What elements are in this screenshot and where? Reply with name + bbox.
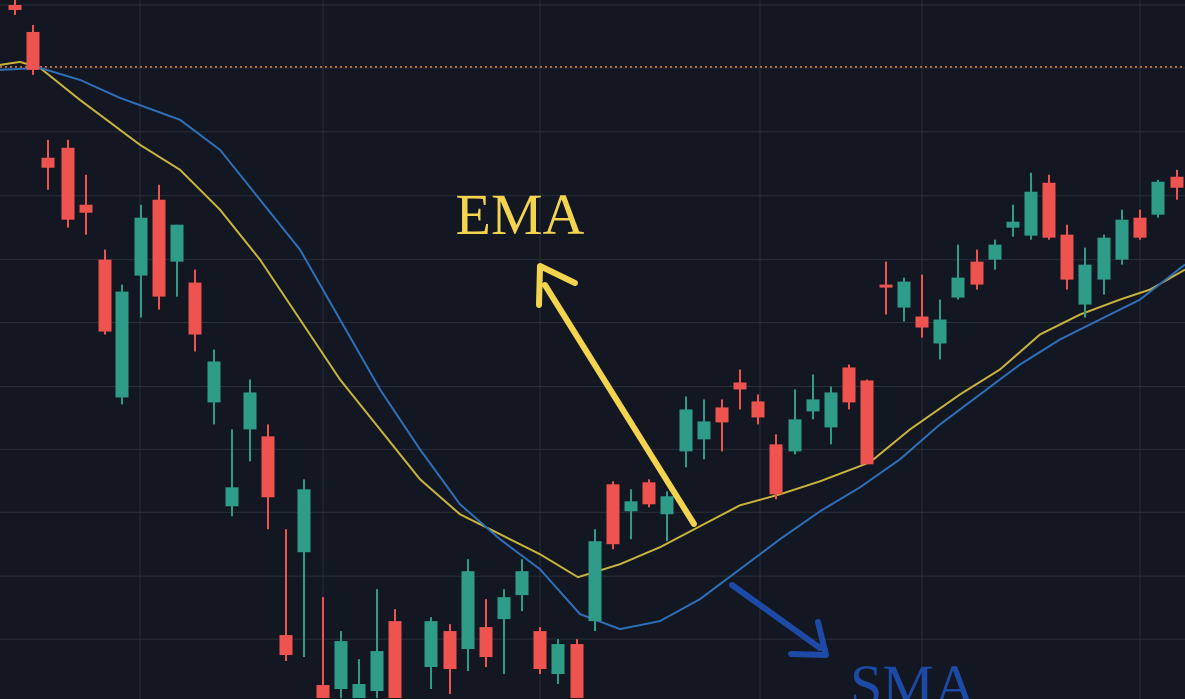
arrow-shaft — [542, 282, 697, 527]
candle-body — [115, 291, 129, 398]
candle-body — [1170, 176, 1184, 188]
moving-averages — [0, 60, 1185, 631]
candle-body — [642, 482, 656, 505]
candle-body — [988, 244, 1002, 260]
candle-body — [1097, 237, 1111, 280]
candle-body — [515, 571, 529, 596]
candle-body — [606, 484, 620, 545]
candle-body — [588, 541, 602, 622]
sma-arrow — [729, 582, 829, 658]
arrow-shaft — [729, 582, 823, 651]
candle-body — [461, 571, 475, 650]
candle-body — [1151, 181, 1165, 215]
candle-body — [279, 635, 293, 656]
candle-body — [570, 644, 584, 699]
sma-label: SMA — [850, 653, 976, 699]
candles — [8, 0, 1184, 699]
candle-body — [170, 224, 184, 262]
candle-body — [479, 627, 493, 658]
candle-body — [152, 199, 166, 297]
candle-body — [970, 261, 984, 285]
candle-body — [679, 409, 693, 452]
candle-body — [715, 407, 729, 423]
candle-body — [842, 367, 856, 403]
candle-body — [8, 4, 22, 10]
candle-body — [225, 487, 239, 507]
candle-body — [1060, 234, 1074, 280]
candle-body — [497, 597, 511, 620]
candle-body — [26, 31, 40, 70]
candle-body — [370, 651, 384, 692]
ema-label: EMA — [456, 182, 585, 247]
candle-body — [243, 392, 257, 430]
candle-body — [1115, 219, 1129, 260]
candle-body — [1078, 264, 1092, 305]
candle-body — [443, 631, 457, 670]
candle-body — [98, 259, 112, 332]
candle-body — [751, 401, 765, 418]
candle-body — [1042, 182, 1056, 238]
candle-body — [788, 419, 802, 452]
candle-body — [424, 621, 438, 668]
candle-body — [316, 685, 330, 699]
candle-body — [933, 319, 947, 344]
candle-body — [860, 380, 874, 465]
candle-body — [551, 644, 565, 675]
candle-body — [261, 436, 275, 498]
candle-body — [297, 489, 311, 553]
candle-body — [624, 501, 638, 512]
candle-body — [334, 641, 348, 690]
candle-body — [951, 277, 965, 298]
candle-body — [61, 147, 75, 220]
candle-body — [188, 282, 202, 335]
candle-body — [824, 392, 838, 428]
candle-body — [897, 281, 911, 308]
moving-average-line — [0, 66, 1185, 631]
candle-body — [733, 382, 747, 390]
candle-body — [134, 217, 148, 276]
candle-body — [388, 621, 402, 699]
candle-body — [806, 399, 820, 412]
candle-body — [533, 631, 547, 670]
candle-body — [915, 316, 929, 328]
candle-body — [1133, 217, 1147, 238]
candle-body — [41, 157, 55, 168]
candle-body — [1024, 191, 1038, 236]
candle-body — [879, 284, 893, 288]
candle-body — [79, 204, 93, 213]
candle-body — [207, 361, 221, 403]
candle-body — [769, 444, 783, 495]
candle-body — [660, 496, 674, 515]
candle-body — [352, 684, 366, 699]
arrow-head — [536, 263, 578, 308]
moving-average-line — [0, 60, 1185, 579]
ema-arrow — [536, 263, 697, 527]
candle-body — [697, 421, 711, 440]
arrow-head — [788, 619, 829, 658]
candle-body — [1006, 221, 1020, 228]
